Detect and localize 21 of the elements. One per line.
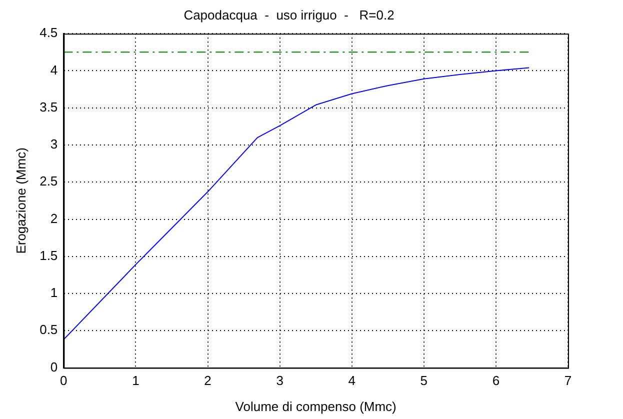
y-axis-title: Erogazione (Mmc)	[13, 148, 28, 254]
x-tick-label: 4	[348, 373, 356, 388]
y-tick-label: 2.5	[40, 174, 58, 189]
y-tick-label: 4.5	[40, 25, 58, 40]
y-tick-label: 3.5	[40, 99, 58, 114]
y-tick-label: 1.5	[40, 248, 58, 263]
x-tick-label: 2	[204, 373, 212, 388]
y-tick-label: 0.5	[40, 322, 58, 338]
y-tick-label: 0	[50, 359, 58, 374]
x-tick-label: 0	[60, 373, 68, 388]
y-tick-label: 3	[50, 136, 58, 152]
chart-title: Capodacqua - uso irriguo - R=0.2	[184, 7, 394, 22]
x-tick-label: 5	[420, 373, 428, 388]
x-axis-title: Volume di compenso (Mmc)	[235, 398, 396, 414]
x-tick-label: 3	[276, 373, 284, 388]
x-tick-label: 6	[492, 373, 500, 388]
x-tick-label: 1	[132, 373, 140, 388]
y-tick-label: 1	[50, 285, 58, 300]
y-tick-label: 2	[50, 210, 58, 226]
x-tick-label: 7	[564, 373, 572, 388]
y-tick-label: 4	[50, 62, 58, 78]
